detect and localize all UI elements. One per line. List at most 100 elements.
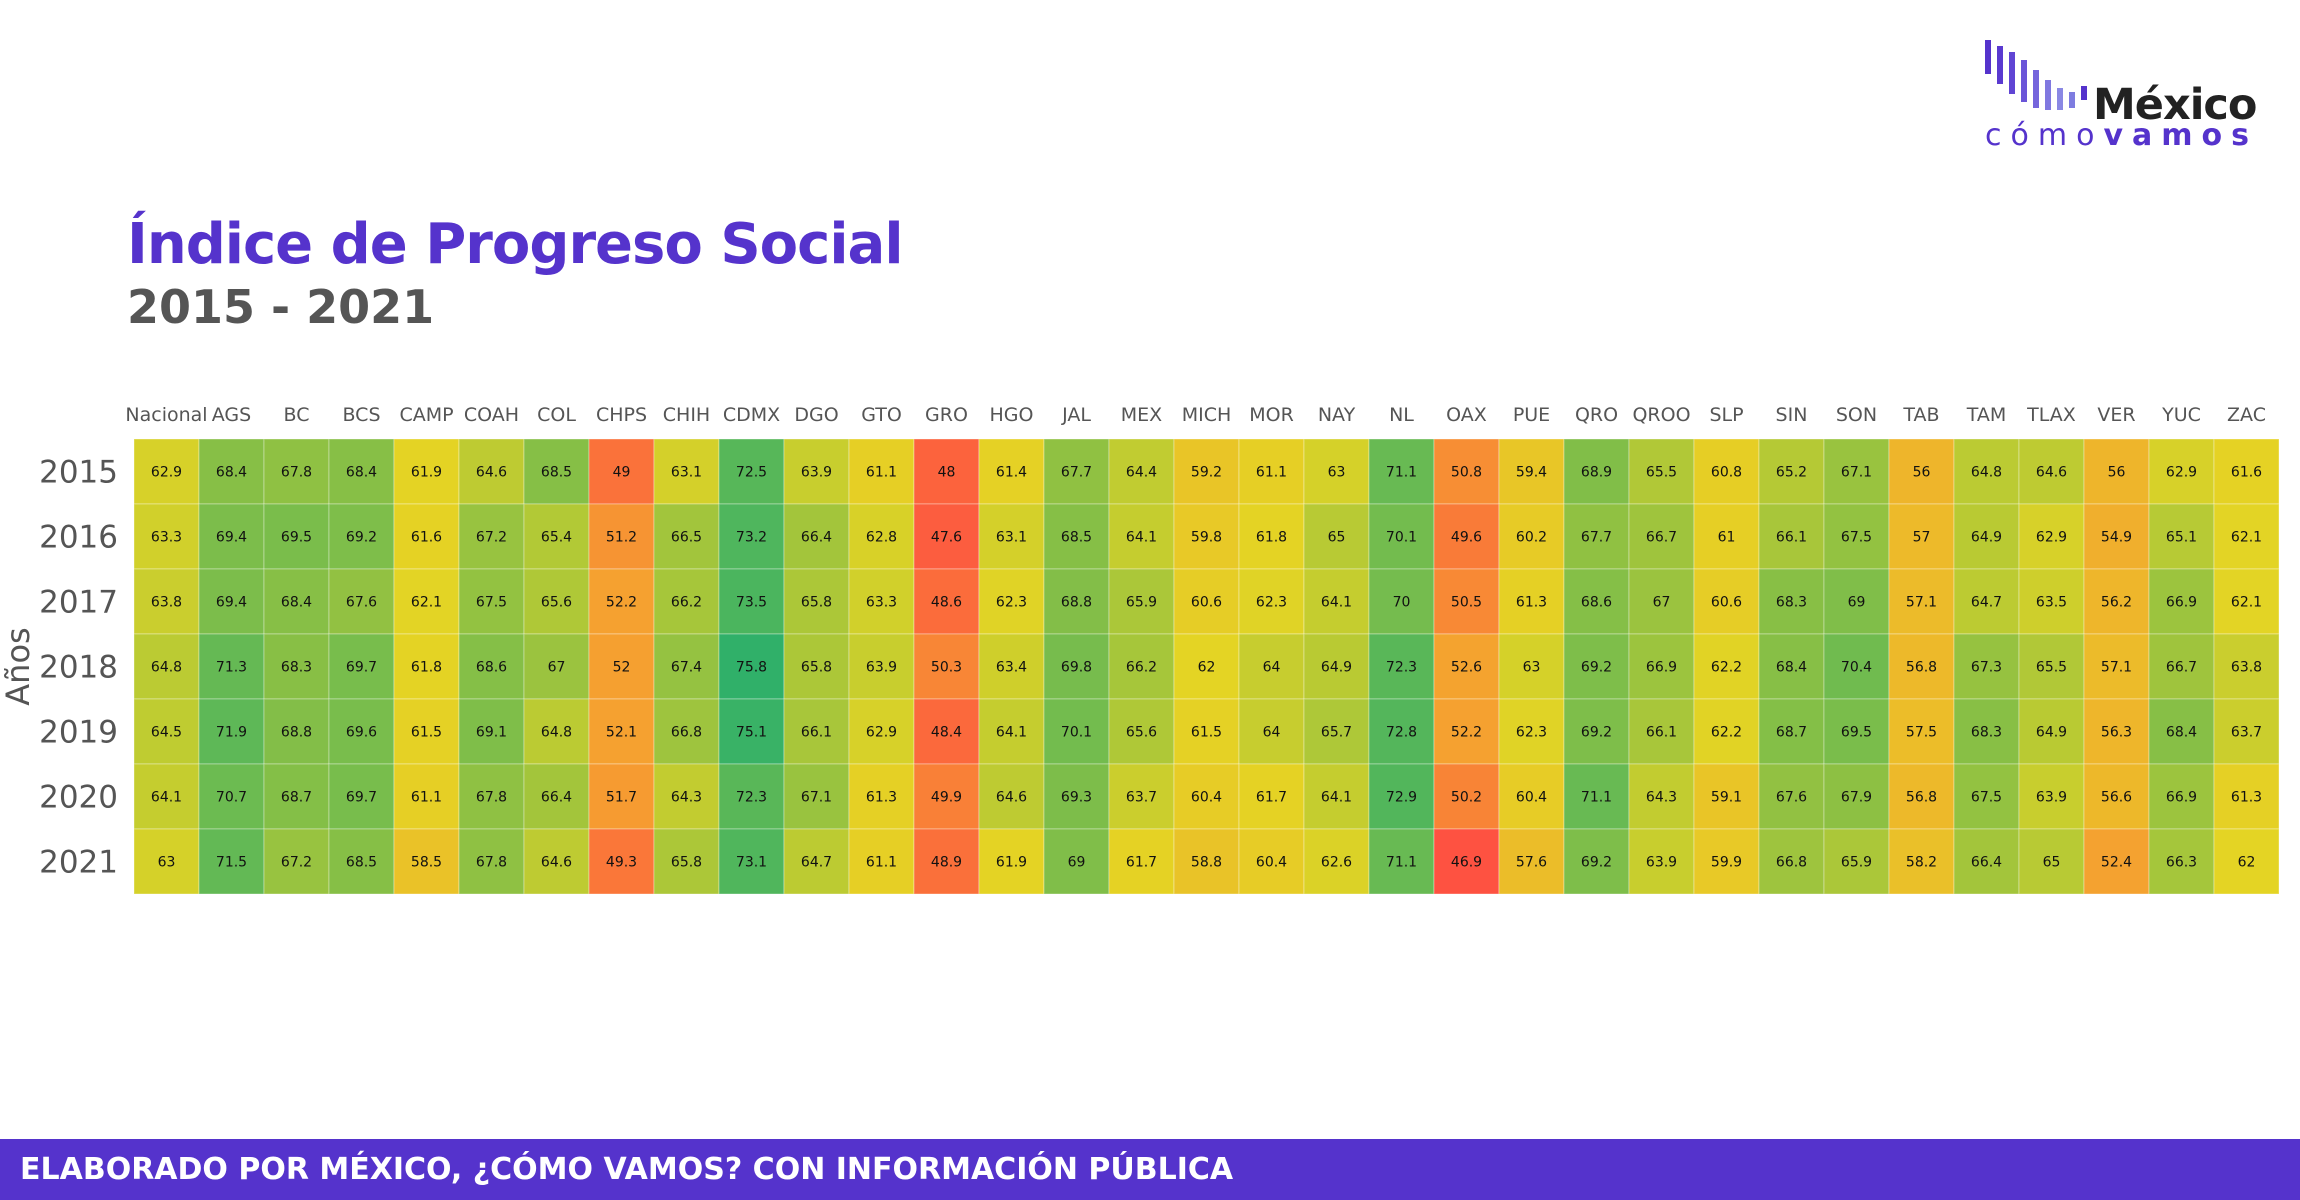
cell-value-label: 63.9 <box>801 465 832 481</box>
cell-value-label: 46.9 <box>1451 855 1482 871</box>
row-label-2016: 2016 <box>39 520 118 556</box>
heatmap-cell <box>1043 828 1110 895</box>
heatmap-cell <box>1823 828 1890 895</box>
row-label-2020: 2020 <box>39 780 118 816</box>
cell-value-label: 65.8 <box>801 660 832 676</box>
cell-value-label: 67.5 <box>476 595 507 611</box>
cell-value-label: 64.9 <box>1971 530 2002 546</box>
cell-value-label: 73.1 <box>736 855 767 871</box>
logo-wordmark-como-vamos: cómovamos <box>1985 118 2258 153</box>
cell-value-label: 71.9 <box>216 725 247 741</box>
heatmap-cell <box>1303 633 1370 700</box>
column-label-ags: AGS <box>212 404 251 426</box>
column-label-coah: COAH <box>464 404 519 426</box>
cell-value-label: 47.6 <box>931 530 962 546</box>
heatmap-cell <box>198 503 265 570</box>
heatmap-cell <box>263 698 330 765</box>
cell-value-label: 65.5 <box>1646 465 1677 481</box>
heatmap-cell <box>1433 828 1500 895</box>
heatmap-cell <box>198 763 265 830</box>
heatmap-cell <box>1953 698 2020 765</box>
heatmap-cell <box>2213 438 2280 505</box>
heatmap-cell <box>783 633 850 700</box>
cell-value-label: 67.4 <box>671 660 702 676</box>
logo-word-vamos: vamos <box>2103 118 2258 153</box>
heatmap-cell <box>913 633 980 700</box>
heatmap-cell <box>978 763 1045 830</box>
cell-value-label: 66.4 <box>1971 855 2002 871</box>
cell-value-label: 66.7 <box>1646 530 1677 546</box>
cell-value-label: 67.6 <box>346 595 377 611</box>
cell-value-label: 56 <box>1913 465 1931 481</box>
cell-value-label: 69 <box>1848 595 1866 611</box>
heatmap-cell <box>1433 763 1500 830</box>
cell-value-label: 60.6 <box>1191 595 1222 611</box>
heatmap-cell <box>1498 568 1565 635</box>
cell-value-label: 63.8 <box>151 595 182 611</box>
cell-value-label: 61.6 <box>2231 465 2262 481</box>
heatmap-cell <box>783 828 850 895</box>
heatmap-cell <box>1628 438 1695 505</box>
cell-value-label: 48.4 <box>931 725 962 741</box>
heatmap-cell <box>1043 568 1110 635</box>
heatmap-cell <box>1433 438 1500 505</box>
column-label-dgo: DGO <box>794 404 838 426</box>
cell-value-label: 69.1 <box>476 725 507 741</box>
cell-value-label: 63.9 <box>2036 790 2067 806</box>
cell-value-label: 63.3 <box>151 530 182 546</box>
cell-value-label: 64.3 <box>671 790 702 806</box>
heatmap-cell <box>1953 828 2020 895</box>
heatmap-cell <box>523 503 590 570</box>
heatmap-cell <box>848 763 915 830</box>
heatmap-cell <box>198 568 265 635</box>
heatmap-cell <box>1953 503 2020 570</box>
cell-value-label: 71.1 <box>1386 855 1417 871</box>
cell-value-label: 56.8 <box>1906 660 1937 676</box>
column-label-qro: QRO <box>1575 404 1618 426</box>
cell-value-label: 69.8 <box>1061 660 1092 676</box>
cell-value-label: 68.4 <box>2166 725 2197 741</box>
cell-value-label: 59.2 <box>1191 465 1222 481</box>
cell-value-label: 68.6 <box>476 660 507 676</box>
heatmap-cell <box>1498 828 1565 895</box>
heatmap-cell <box>263 503 330 570</box>
column-label-bc: BC <box>284 404 310 426</box>
heatmap-cell <box>458 438 525 505</box>
heatmap-cell <box>1043 698 1110 765</box>
cell-value-label: 67.9 <box>1841 790 1872 806</box>
cell-value-label: 65.8 <box>671 855 702 871</box>
heatmap-cell <box>653 503 720 570</box>
cell-value-label: 63 <box>1328 465 1346 481</box>
cell-value-label: 62.3 <box>996 595 1027 611</box>
heatmap-cell <box>1173 438 1240 505</box>
cell-value-label: 57.5 <box>1906 725 1937 741</box>
heatmap-cell <box>1758 698 1825 765</box>
cell-value-label: 63.9 <box>1646 855 1677 871</box>
cell-value-label: 66.9 <box>1646 660 1677 676</box>
cell-value-label: 67 <box>548 660 566 676</box>
heatmap-cell <box>198 828 265 895</box>
heatmap-cell <box>1238 568 1305 635</box>
cell-value-label: 61.1 <box>1256 465 1287 481</box>
column-label-slp: SLP <box>1709 404 1743 426</box>
heatmap-cell <box>783 763 850 830</box>
heatmap-cell <box>783 568 850 635</box>
cell-value-label: 62.1 <box>2231 595 2262 611</box>
heatmap-cell <box>848 503 915 570</box>
heatmap-cell <box>523 828 590 895</box>
cell-value-label: 65.5 <box>2036 660 2067 676</box>
cell-value-label: 71.3 <box>216 660 247 676</box>
heatmap-cell <box>1433 633 1500 700</box>
cell-value-label: 64.1 <box>996 725 1027 741</box>
heatmap-cell <box>1823 568 1890 635</box>
column-label-tlax: TLAX <box>2026 404 2076 426</box>
heatmap-cell <box>2018 503 2085 570</box>
heatmap-cell <box>1823 763 1890 830</box>
cell-value-label: 63 <box>1523 660 1541 676</box>
heatmap-cell <box>978 633 1045 700</box>
heatmap-cell <box>1368 828 1435 895</box>
heatmap-cell <box>1888 828 1955 895</box>
heatmap-cell <box>1173 503 1240 570</box>
cell-value-label: 66.2 <box>1126 660 1157 676</box>
cell-value-label: 62.6 <box>1321 855 1352 871</box>
